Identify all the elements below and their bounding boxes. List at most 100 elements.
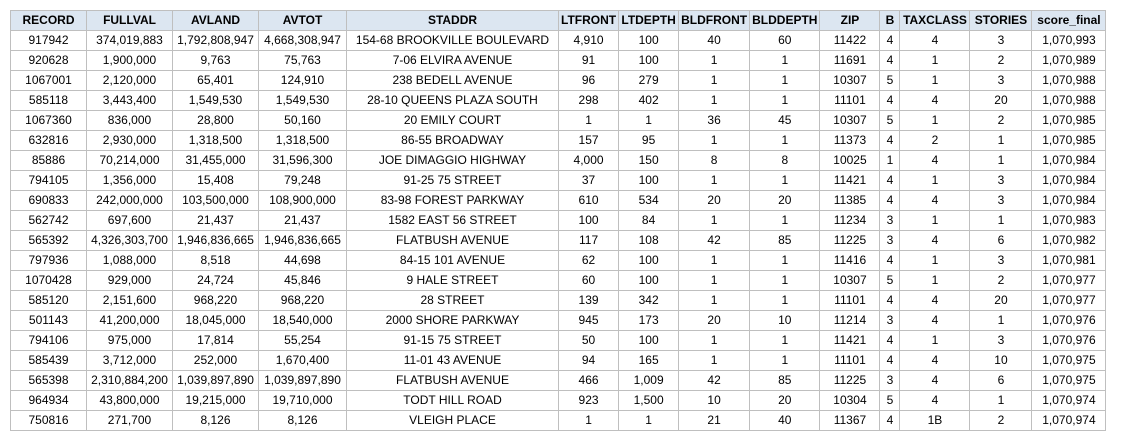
table-cell[interactable]: 1,070,974 <box>1031 410 1107 431</box>
column-header[interactable]: LTDEPTH <box>618 10 680 31</box>
table-cell[interactable]: 1,070,975 <box>1031 370 1107 391</box>
table-cell[interactable]: 1 <box>749 90 821 111</box>
table-cell[interactable]: 1 <box>879 150 901 171</box>
table-cell[interactable]: FLATBUSH AVENUE <box>346 230 559 251</box>
table-cell[interactable]: 1 <box>749 350 821 371</box>
table-cell[interactable]: 1 <box>678 270 751 291</box>
table-cell[interactable]: 11421 <box>819 330 881 351</box>
table-cell[interactable]: 1 <box>899 70 971 91</box>
table-cell[interactable]: 21,437 <box>258 210 347 231</box>
table-cell[interactable]: 10 <box>969 350 1033 371</box>
table-cell[interactable]: 1 <box>749 170 821 191</box>
table-cell[interactable]: 9,763 <box>172 50 259 71</box>
table-cell[interactable]: 4 <box>879 290 901 311</box>
table-cell[interactable]: 1,070,976 <box>1031 310 1107 331</box>
table-cell[interactable]: 374,019,883 <box>86 30 173 51</box>
table-cell[interactable]: 18,540,000 <box>258 310 347 331</box>
table-cell[interactable]: 11225 <box>819 370 881 391</box>
column-header[interactable]: BLDFRONT <box>678 10 751 31</box>
table-cell[interactable]: 85 <box>749 230 821 251</box>
table-cell[interactable]: 18,045,000 <box>172 310 259 331</box>
table-cell[interactable]: 15,408 <box>172 170 259 191</box>
table-cell[interactable]: 173 <box>618 310 680 331</box>
table-cell[interactable]: 154-68 BROOKVILLE BOULEVARD <box>346 30 559 51</box>
table-cell[interactable]: 1 <box>749 130 821 151</box>
table-cell[interactable]: 91 <box>557 50 620 71</box>
table-cell[interactable]: 8 <box>749 150 821 171</box>
table-cell[interactable]: 9 HALE STREET <box>346 270 559 291</box>
table-cell[interactable]: 1,070,993 <box>1031 30 1107 51</box>
table-cell[interactable]: 11101 <box>819 350 881 371</box>
table-cell[interactable]: 1 <box>678 350 751 371</box>
table-cell[interactable]: 1 <box>749 210 821 231</box>
table-cell[interactable]: 750816 <box>10 410 87 431</box>
table-cell[interactable]: 20 <box>969 90 1033 111</box>
table-cell[interactable]: 3,712,000 <box>86 350 173 371</box>
table-cell[interactable]: 100 <box>618 330 680 351</box>
table-cell[interactable]: 797936 <box>10 250 87 271</box>
table-cell[interactable]: 139 <box>557 290 620 311</box>
table-cell[interactable]: 1,070,985 <box>1031 110 1107 131</box>
column-header[interactable]: RECORD <box>10 10 87 31</box>
table-cell[interactable]: 1 <box>678 130 751 151</box>
table-cell[interactable]: 2 <box>899 130 971 151</box>
table-cell[interactable]: 75,763 <box>258 50 347 71</box>
table-cell[interactable]: 3 <box>969 190 1033 211</box>
table-cell[interactable]: 2 <box>969 50 1033 71</box>
table-cell[interactable]: 20 <box>749 190 821 211</box>
table-cell[interactable]: 10307 <box>819 70 881 91</box>
column-header[interactable]: AVTOT <box>258 10 347 31</box>
table-cell[interactable]: 271,700 <box>86 410 173 431</box>
column-header[interactable]: AVLAND <box>172 10 259 31</box>
table-cell[interactable]: 10307 <box>819 270 881 291</box>
table-cell[interactable]: 1,088,000 <box>86 250 173 271</box>
table-cell[interactable]: 6 <box>969 370 1033 391</box>
table-cell[interactable]: 501143 <box>10 310 87 331</box>
table-cell[interactable]: 11422 <box>819 30 881 51</box>
table-cell[interactable]: 1,070,983 <box>1031 210 1107 231</box>
table-cell[interactable]: 11225 <box>819 230 881 251</box>
table-cell[interactable]: 31,596,300 <box>258 150 347 171</box>
table-cell[interactable]: 242,000,000 <box>86 190 173 211</box>
table-cell[interactable]: 8,126 <box>172 410 259 431</box>
table-cell[interactable]: 4 <box>899 390 971 411</box>
table-cell[interactable]: 40 <box>678 30 751 51</box>
table-cell[interactable]: 84-15 101 AVENUE <box>346 250 559 271</box>
table-cell[interactable]: 96 <box>557 70 620 91</box>
table-cell[interactable]: 794106 <box>10 330 87 351</box>
table-cell[interactable]: 4 <box>899 230 971 251</box>
table-cell[interactable]: 3 <box>969 70 1033 91</box>
column-header[interactable]: BLDDEPTH <box>749 10 821 31</box>
table-cell[interactable]: 1067360 <box>10 110 87 131</box>
table-cell[interactable]: 19,710,000 <box>258 390 347 411</box>
column-header[interactable]: LTFRONT <box>557 10 620 31</box>
table-cell[interactable]: 3 <box>879 230 901 251</box>
table-cell[interactable]: 1070428 <box>10 270 87 291</box>
table-cell[interactable]: 42 <box>678 370 751 391</box>
table-cell[interactable]: 3 <box>969 170 1033 191</box>
table-cell[interactable]: 3 <box>969 30 1033 51</box>
table-cell[interactable]: 11421 <box>819 170 881 191</box>
table-cell[interactable]: 1 <box>618 410 680 431</box>
column-header[interactable]: STORIES <box>969 10 1033 31</box>
table-cell[interactable]: 1,070,989 <box>1031 50 1107 71</box>
table-cell[interactable]: 20 <box>678 190 751 211</box>
table-cell[interactable]: 3 <box>969 330 1033 351</box>
table-cell[interactable]: 585118 <box>10 90 87 111</box>
table-cell[interactable]: 11101 <box>819 290 881 311</box>
table-cell[interactable]: 5 <box>879 390 901 411</box>
table-cell[interactable]: 21 <box>678 410 751 431</box>
table-cell[interactable]: 238 BEDELL AVENUE <box>346 70 559 91</box>
table-cell[interactable]: 7-06 ELVIRA AVENUE <box>346 50 559 71</box>
table-cell[interactable]: 85 <box>749 370 821 391</box>
table-cell[interactable]: 4,668,308,947 <box>258 30 347 51</box>
table-cell[interactable]: 1 <box>749 70 821 91</box>
table-cell[interactable]: 690833 <box>10 190 87 211</box>
table-cell[interactable]: 8 <box>678 150 751 171</box>
table-cell[interactable]: 28,800 <box>172 110 259 131</box>
table-cell[interactable]: 929,000 <box>86 270 173 291</box>
table-cell[interactable]: 1 <box>969 150 1033 171</box>
table-cell[interactable]: 1 <box>899 110 971 131</box>
table-cell[interactable]: 964934 <box>10 390 87 411</box>
table-cell[interactable]: 11373 <box>819 130 881 151</box>
